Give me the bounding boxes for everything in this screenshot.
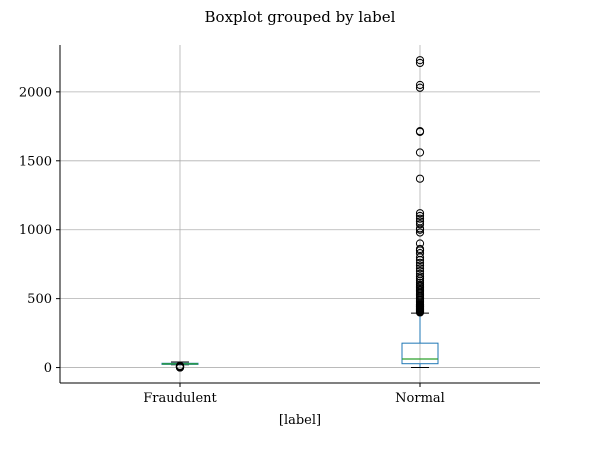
x-tick-label: Fraudulent (143, 391, 217, 406)
outlier-point (415, 264, 425, 273)
outlier-point (415, 249, 425, 258)
outlier-point (415, 214, 425, 223)
tick-layer: 0 500 1000 1500 2000 Fraudulent Normal (19, 85, 445, 406)
outlier-point (415, 239, 425, 248)
grid-layer (60, 45, 540, 383)
axes-layer (59, 45, 540, 384)
outlier-point (415, 278, 425, 287)
box-layer (161, 56, 439, 372)
outlier-point (415, 280, 425, 289)
y-tick-label: 2000 (19, 85, 52, 100)
y-tick-label: 1000 (19, 223, 52, 238)
x-axis-label: [label] (279, 413, 321, 428)
outlier-point (415, 220, 425, 229)
outlier-point (415, 261, 425, 270)
outlier-point (415, 174, 425, 183)
outlier-point (415, 56, 425, 65)
outlier-point (415, 80, 425, 90)
outlier-point (415, 266, 425, 276)
box-group-fraudulent (161, 361, 199, 372)
box-iqr (401, 342, 439, 365)
outlier-point (415, 258, 425, 267)
outlier-point (415, 148, 425, 157)
outlier-point (415, 127, 425, 136)
outlier-point (415, 272, 425, 281)
outlier-point (415, 228, 425, 237)
outlier-point (415, 269, 425, 278)
y-tick-label: 500 (27, 292, 52, 307)
chart-title: Boxplot grouped by label (205, 8, 396, 26)
box-group-normal (401, 56, 439, 369)
x-tick-label: Normal (395, 391, 445, 406)
outlier-point (415, 83, 425, 92)
y-tick-label: 0 (44, 361, 52, 376)
outlier-point (415, 58, 425, 68)
outlier-point (415, 211, 425, 221)
outlier-point (415, 209, 425, 218)
outlier-point (175, 361, 185, 371)
outlier-point (415, 244, 425, 254)
outlier-point (415, 217, 425, 226)
y-tick-label: 1500 (19, 154, 52, 169)
